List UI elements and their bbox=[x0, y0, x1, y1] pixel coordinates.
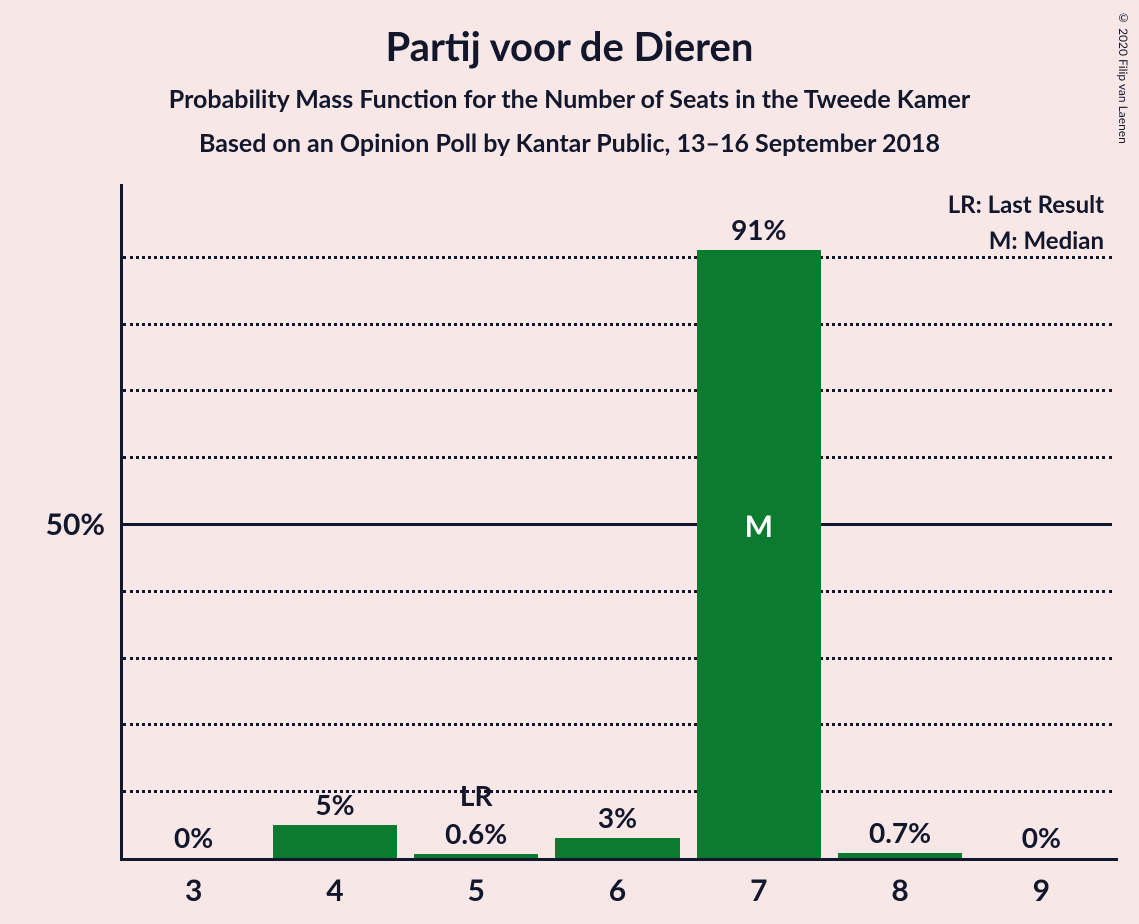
x-axis-label: 5 bbox=[406, 872, 547, 908]
gridline-minor bbox=[123, 456, 1112, 459]
chart-subtitle-1: Probability Mass Function for the Number… bbox=[0, 70, 1139, 114]
median-marker: M bbox=[697, 508, 821, 544]
x-axis-label: 6 bbox=[547, 872, 688, 908]
gridline-minor bbox=[123, 323, 1112, 326]
gridline-minor bbox=[123, 389, 1112, 392]
bar-value-label: 0% bbox=[123, 820, 264, 854]
x-axis-label: 8 bbox=[829, 872, 970, 908]
chart-subtitle-2: Based on an Opinion Poll by Kantar Publi… bbox=[0, 114, 1139, 158]
gridline-minor bbox=[123, 256, 1112, 259]
bar-annotation: LR bbox=[406, 778, 547, 812]
chart-title: Partij voor de Dieren bbox=[0, 0, 1139, 70]
legend-m: M: Median bbox=[989, 226, 1104, 255]
x-axis-label: 9 bbox=[971, 872, 1112, 908]
gridline-minor bbox=[123, 657, 1112, 660]
x-axis bbox=[120, 858, 1118, 861]
x-axis-label: 3 bbox=[123, 872, 264, 908]
bar-value-label: 0.7% bbox=[829, 815, 970, 849]
bar-value-label: 0.6% bbox=[406, 816, 547, 850]
bar-value-label: 91% bbox=[688, 212, 829, 246]
bar-value-label: 0% bbox=[971, 820, 1112, 854]
y-axis-label: 50% bbox=[46, 506, 105, 542]
y-axis bbox=[120, 184, 123, 858]
x-axis-label: 4 bbox=[264, 872, 405, 908]
x-axis-label: 7 bbox=[688, 872, 829, 908]
gridline-major bbox=[123, 523, 1112, 526]
copyright-text: © 2020 Filip van Laenen bbox=[1116, 10, 1131, 144]
bar bbox=[273, 825, 397, 858]
bar-value-label: 5% bbox=[264, 787, 405, 821]
bar bbox=[555, 838, 679, 858]
bar bbox=[697, 250, 821, 858]
bar-value-label: 3% bbox=[547, 800, 688, 834]
bar-chart: 50%0%35%40.6%LR53%691%M70.7%80%9LR: Last… bbox=[123, 190, 1112, 858]
gridline-minor bbox=[123, 590, 1112, 593]
legend-lr: LR: Last Result bbox=[948, 190, 1104, 219]
gridline-minor bbox=[123, 723, 1112, 726]
